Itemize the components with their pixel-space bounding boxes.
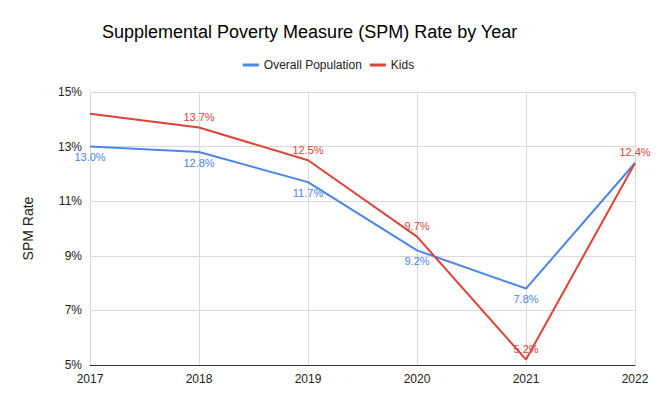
svg-text:11%: 11% — [59, 194, 82, 208]
svg-text:2022: 2022 — [622, 372, 649, 386]
svg-text:2018: 2018 — [186, 372, 213, 386]
svg-text:2019: 2019 — [295, 372, 322, 386]
svg-text:SPM Rate: SPM Rate — [20, 196, 36, 260]
svg-text:5%: 5% — [65, 358, 83, 372]
svg-text:13.0%: 13.0% — [74, 151, 105, 163]
svg-text:12.5%: 12.5% — [292, 144, 323, 156]
svg-text:7.8%: 7.8% — [513, 293, 538, 305]
svg-text:5.2%: 5.2% — [513, 343, 538, 355]
svg-text:2020: 2020 — [404, 372, 431, 386]
svg-text:13%: 13% — [58, 139, 82, 154]
svg-text:11.7%: 11.7% — [293, 187, 324, 199]
svg-text:7%: 7% — [65, 303, 83, 317]
svg-text:Overall Population: Overall Population — [264, 58, 362, 72]
svg-text:9%: 9% — [65, 249, 83, 263]
svg-text:13.7%: 13.7% — [183, 111, 214, 123]
svg-text:Supplemental Poverty Measure (: Supplemental Poverty Measure (SPM) Rate … — [102, 22, 517, 42]
svg-text:2021: 2021 — [513, 372, 540, 386]
svg-text:12.8%: 12.8% — [183, 157, 214, 169]
svg-text:9.2%: 9.2% — [404, 255, 429, 267]
svg-text:15%: 15% — [58, 85, 82, 99]
svg-text:12.4%: 12.4% — [619, 146, 650, 158]
svg-text:Kids: Kids — [391, 58, 414, 72]
svg-text:9.7%: 9.7% — [404, 220, 429, 232]
svg-text:2017: 2017 — [77, 372, 104, 386]
